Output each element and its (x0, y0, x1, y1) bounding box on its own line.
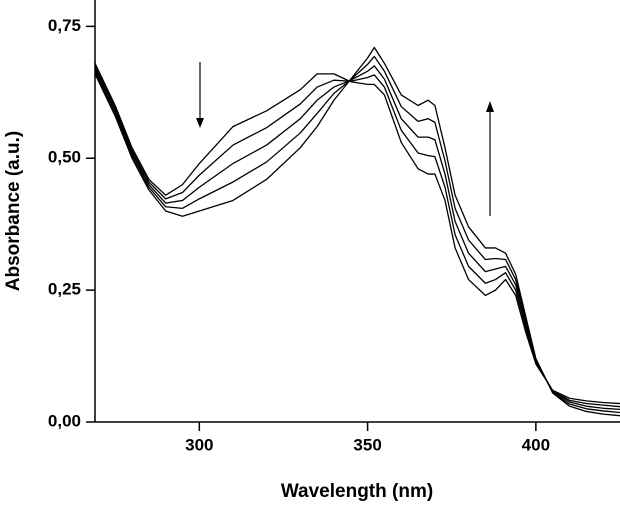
y-tick-label: 0,25 (48, 280, 81, 299)
spectrum-line (94, 55, 620, 414)
plot-area (94, 46, 620, 417)
arrow-up (486, 101, 494, 216)
x-tick-label: 350 (353, 435, 381, 454)
arrow-down (196, 62, 204, 128)
spectrum-line (94, 65, 620, 410)
y-axis-label: Absorbance (a.u.) (3, 131, 24, 291)
x-tick-label: 300 (185, 435, 213, 454)
y-tick-label: 0,50 (48, 148, 81, 167)
spectrum-line (94, 46, 620, 417)
y-tick-label: 0,00 (48, 411, 81, 430)
y-tick-label: 0,75 (48, 16, 81, 35)
spectrum-line (94, 63, 620, 405)
x-axis-label: Wavelength (nm) (281, 481, 433, 502)
spectrum-line (94, 65, 620, 408)
x-tick-label: 400 (522, 435, 550, 454)
